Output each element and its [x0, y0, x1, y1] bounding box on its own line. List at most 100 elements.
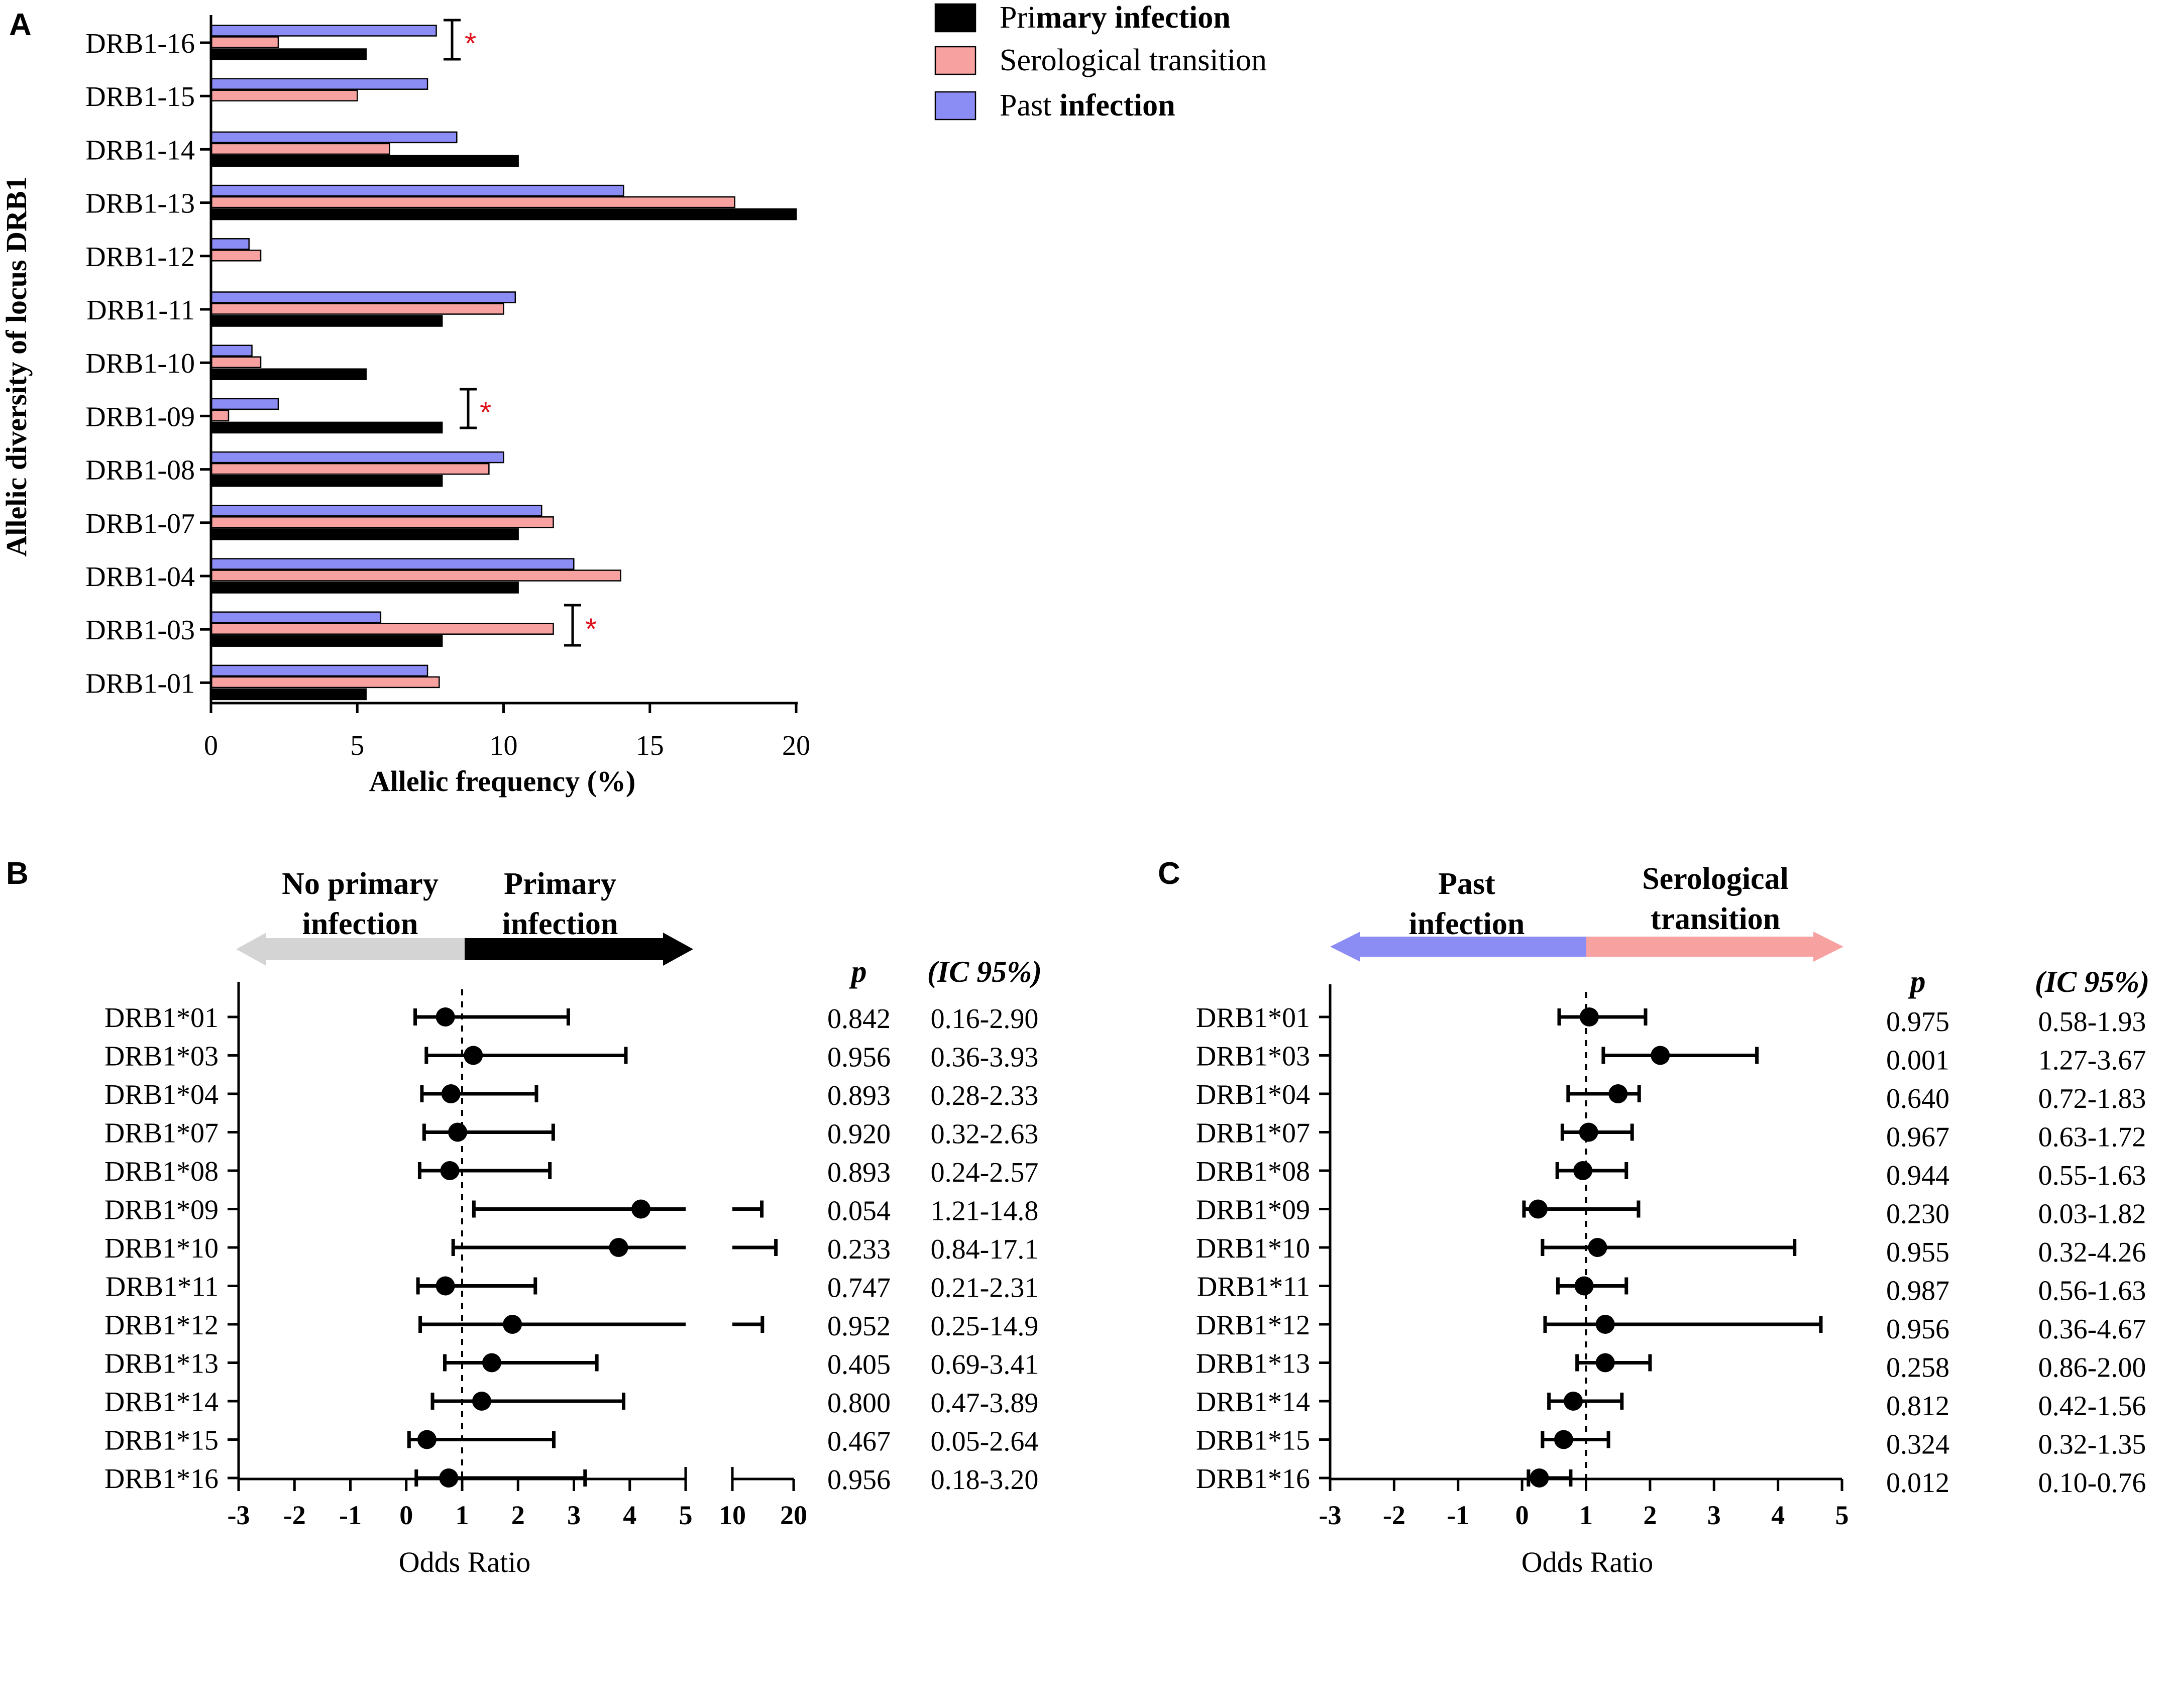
row-label: DRB1*13: [104, 1348, 219, 1380]
row-label: DRB1*08: [104, 1156, 219, 1187]
bar-drb1-10-serological: [210, 356, 262, 368]
ci-value: 1.27-3.67: [2038, 1045, 2146, 1076]
forest-row-drb1-09: DRB1*09 0.230 0.03-1.82: [1196, 1195, 2146, 1230]
y-tick-label-drb1-12: DRB1-12: [85, 242, 195, 273]
ci-value: 0.10-0.76: [2038, 1467, 2146, 1499]
p-value: 0.467: [827, 1426, 891, 1457]
odds-ratio-point: [1579, 1007, 1599, 1027]
ci-value: 0.36-3.93: [931, 1042, 1039, 1073]
x-axis-label: Odds Ratio: [1521, 1546, 1654, 1578]
bar-drb1-14-serological: [210, 143, 390, 155]
bar-drb1-14-primary: [210, 155, 519, 167]
bar-drb1-16-primary: [210, 48, 367, 60]
ci-value: 0.32-1.35: [2038, 1429, 2146, 1460]
row-label: DRB1*07: [104, 1118, 219, 1149]
p-value: 0.405: [827, 1349, 891, 1381]
p-value: 0.893: [827, 1157, 891, 1188]
p-value: 0.956: [827, 1464, 891, 1496]
panel-a: A DRB1-16 DRB1-15 DRB1-14 DRB1-13 DRB1-12 DRB1…: [0, 1, 1267, 798]
p-value: 0.920: [827, 1119, 891, 1150]
p-value: 0.001: [1886, 1045, 1949, 1076]
ci-value: 0.58-1.93: [2038, 1006, 2146, 1038]
y-tick-label-drb1-16: DRB1-16: [85, 28, 195, 59]
forest-row-drb1-16: DRB1*16 0.956 0.18-3.20: [104, 1463, 1038, 1496]
forest-row-drb1-09: DRB1*09 0.054 1.21-14.8: [104, 1195, 1038, 1227]
ci-value: 0.86-2.00: [2038, 1352, 2146, 1384]
ci-value: 0.84-17.1: [931, 1234, 1039, 1265]
ci-value: 0.21-2.31: [931, 1273, 1039, 1304]
bar-drb1-11-past: [210, 291, 516, 303]
p-value: 0.054: [827, 1196, 891, 1227]
legend: Primary infection Serological transition P…: [934, 1, 1267, 123]
header-right-0: Primary: [504, 867, 616, 901]
odds-ratio-point: [1528, 1199, 1548, 1219]
row-label: DRB1*15: [104, 1425, 219, 1456]
header-right-1: transition: [1651, 902, 1780, 936]
bar-drb1-11-primary: [210, 315, 443, 327]
forest-row-drb1-01: DRB1*01 0.975 0.58-1.93: [1196, 1002, 2146, 1038]
odds-ratio-point: [631, 1199, 650, 1219]
row-label: DRB1*10: [1196, 1233, 1310, 1264]
bar-drb1-12-serological: [210, 250, 262, 262]
ci-value: 0.16-2.90: [931, 1003, 1039, 1035]
arrow-left-shaft: [256, 938, 465, 960]
ci-value: 0.32-4.26: [2038, 1237, 2146, 1268]
row-label: DRB1*09: [1196, 1195, 1310, 1226]
x-axis-label: Odds Ratio: [399, 1546, 531, 1578]
row-label: DRB1*03: [104, 1041, 219, 1072]
x-tick-label-5: 5: [350, 730, 364, 761]
bar-drb1-03-serological: [210, 623, 554, 635]
forest-row-drb1-08: DRB1*08 0.893 0.24-2.57: [104, 1156, 1038, 1188]
arrow-right-shaft: [465, 938, 666, 960]
x-tick-label-10: 10: [490, 730, 518, 761]
significance-star: *: [465, 27, 476, 60]
forest-row-drb1-15: DRB1*15 0.467 0.05-2.64: [104, 1425, 1038, 1457]
y-tick-label-drb1-15: DRB1-15: [85, 81, 195, 112]
row-label: DRB1*04: [104, 1079, 219, 1110]
x-tick-label-1: 1: [1579, 1500, 1593, 1530]
bar-drb1-15-serological: [210, 89, 358, 101]
forest-row-drb1-12: DRB1*12 0.952 0.25-14.9: [104, 1310, 1038, 1342]
y-tick-label-drb1-13: DRB1-13: [85, 188, 195, 219]
bar-drb1-09-past: [210, 398, 279, 410]
x-tick-label-4: 4: [623, 1500, 636, 1530]
forest-row-drb1-04: DRB1*04 0.893 0.28-2.33: [104, 1079, 1038, 1111]
x-tick-label--1: -1: [1447, 1500, 1469, 1530]
odds-ratio-point: [448, 1122, 468, 1142]
header-right-1: infection: [502, 907, 618, 941]
row-label: DRB1*08: [1196, 1156, 1310, 1187]
x-tick-label-2: 2: [511, 1500, 525, 1530]
ci-value: 1.21-14.8: [931, 1196, 1039, 1227]
panel-c: C Past infection Serological transition p (IC …: [1158, 856, 2149, 1578]
p-value: 0.967: [1886, 1122, 1949, 1153]
bar-drb1-09-primary: [210, 421, 443, 434]
x-tick-label--3: -3: [228, 1500, 250, 1530]
odds-ratio-point: [1573, 1161, 1593, 1180]
header-left-0: No primary: [282, 867, 439, 901]
row-label: DRB1*03: [1196, 1041, 1310, 1072]
bar-drb1-15-past: [210, 78, 428, 90]
forest-row-drb1-01: DRB1*01 0.842 0.16-2.90: [104, 1002, 1038, 1035]
x-tick-label-0: 0: [399, 1500, 413, 1530]
row-label: DRB1*15: [1196, 1425, 1310, 1456]
column-header-ci: (IC 95%): [2035, 965, 2149, 998]
bar-drb1-13-past: [210, 184, 624, 197]
bar-drb1-07-serological: [210, 516, 554, 528]
p-value: 0.955: [1886, 1237, 1949, 1268]
arrow-left-head: [1330, 932, 1360, 962]
arrow-left-head: [236, 933, 266, 966]
p-value: 0.640: [1886, 1083, 1949, 1114]
y-tick-label-drb1-07: DRB1-07: [85, 508, 195, 539]
bar-drb1-13-serological: [210, 196, 735, 208]
header-right-0: Serological: [1642, 862, 1789, 896]
x-tick-label-0: 0: [204, 730, 218, 761]
bar-drb1-01-past: [210, 664, 428, 677]
row-label: DRB1*13: [1196, 1348, 1310, 1380]
odds-ratio-point: [482, 1353, 501, 1373]
significance-star: *: [480, 396, 491, 429]
bar-drb1-10-primary: [210, 368, 367, 380]
legend-swatch-0: [934, 3, 976, 33]
odds-ratio-point: [417, 1430, 437, 1449]
forest-row-drb1-04: DRB1*04 0.640 0.72-1.83: [1196, 1079, 2146, 1114]
column-header-ci: (IC 95%): [927, 955, 1042, 988]
